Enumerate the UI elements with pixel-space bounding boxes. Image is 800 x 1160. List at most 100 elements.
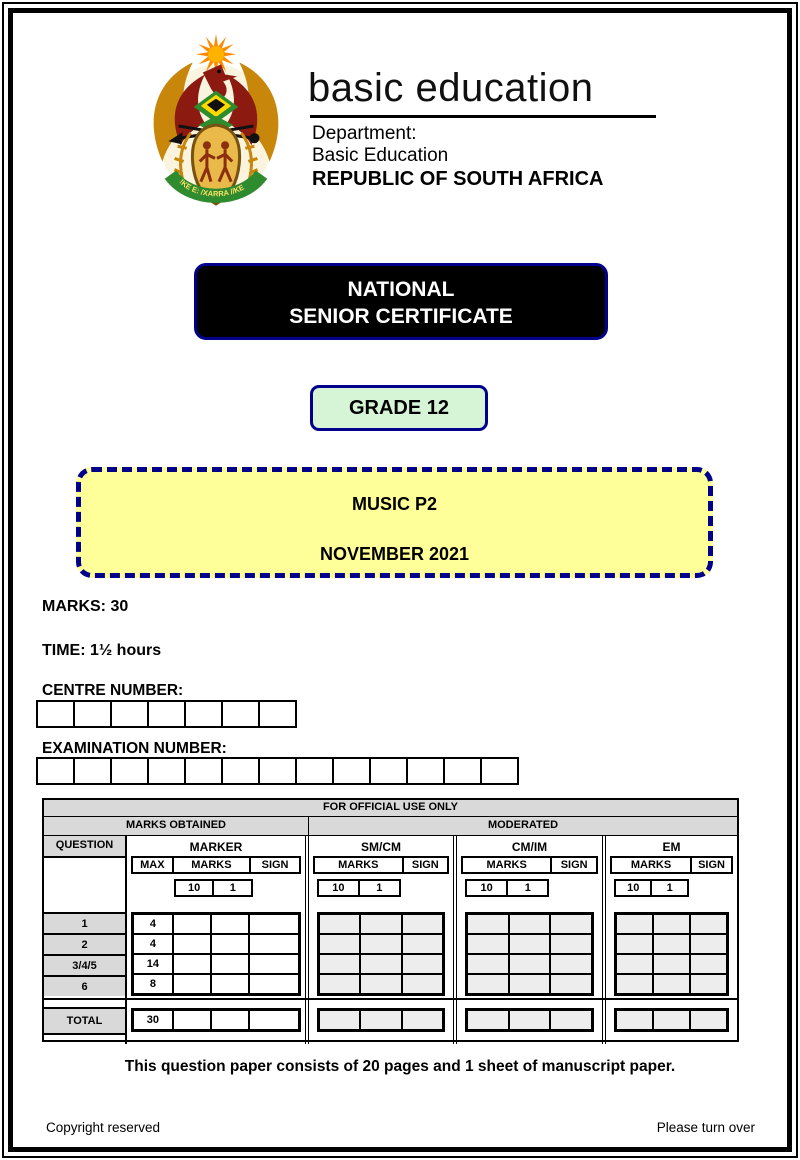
group-em-headers: MARKS SIGN (610, 856, 733, 874)
examination-number-cells (36, 757, 519, 785)
marker-grid: 4 4 14 8 (131, 912, 301, 996)
units-cell: 1 (650, 879, 689, 897)
total-sm-cm-grid (317, 1008, 445, 1032)
total-label-column: TOTAL (44, 1000, 127, 1044)
footer-row: Copyright reserved Please turn over (46, 1120, 755, 1135)
question-row-label: 2 (44, 933, 125, 954)
table-section-row: MARKS OBTAINED MODERATED (44, 817, 737, 836)
examination-number-cell[interactable] (295, 757, 334, 785)
blank-cell (467, 1010, 509, 1030)
country-line: REPUBLIC OF SOUTH AFRICA (312, 168, 604, 190)
group-sm-cm: SM/CM MARKS SIGN 10 1 (309, 836, 457, 998)
blank-cell (360, 934, 402, 954)
blank-cell (401, 934, 443, 954)
blank-cell (550, 974, 592, 994)
blank-cell (508, 934, 551, 954)
blank-cell (690, 1010, 727, 1030)
examination-number-cell[interactable] (332, 757, 371, 785)
blank-cell (211, 934, 250, 954)
blank-cell (319, 914, 361, 934)
max-value: 14 (133, 954, 173, 974)
blank-cell (360, 974, 402, 994)
blank-cell (211, 954, 250, 974)
group-em-title: EM (662, 840, 681, 854)
blank-cell (360, 954, 402, 974)
centre-number-cell[interactable] (36, 700, 75, 728)
group-marker: MARKER MAX MARKS SIGN 10 1 4 4 14 (127, 836, 309, 998)
tens-units-box: 10 1 (465, 879, 550, 897)
marks-line: MARKS: 30 (42, 598, 129, 615)
blank-cell (172, 1010, 211, 1030)
blank-cell (172, 914, 211, 934)
blank-cell (616, 914, 653, 934)
blank-cell (508, 914, 551, 934)
question-labels: 1 2 3/4/5 6 (44, 912, 125, 996)
subject-banner: MUSIC P2 NOVEMBER 2021 (76, 467, 713, 578)
total-cm-im (457, 1000, 606, 1044)
tens-cell: 10 (614, 879, 653, 897)
centre-number-cell[interactable] (258, 700, 297, 728)
table-title: FOR OFFICIAL USE ONLY (44, 800, 737, 817)
centre-number-cell[interactable] (221, 700, 260, 728)
blank-cell (211, 914, 250, 934)
bird-head-icon (202, 64, 238, 101)
sign-header: SIGN (401, 856, 449, 874)
nsc-line2: SENIOR CERTIFICATE (289, 305, 513, 328)
total-cm-im-grid (465, 1008, 594, 1032)
group-em: EM MARKS SIGN 10 1 (606, 836, 737, 998)
group-sm-cm-headers: MARKS SIGN (313, 856, 449, 874)
examination-number-cell[interactable] (184, 757, 223, 785)
centre-number-cell[interactable] (184, 700, 223, 728)
examination-number-cell[interactable] (221, 757, 260, 785)
blank-cell (653, 974, 690, 994)
examination-number-cell[interactable] (406, 757, 445, 785)
examination-number-cell[interactable] (36, 757, 75, 785)
dept-line2: Basic Education (312, 145, 449, 166)
grade-banner: GRADE 12 (310, 385, 488, 431)
total-row: TOTAL 30 (44, 1000, 737, 1044)
centre-number-cells (36, 700, 297, 728)
brand-underline (310, 115, 656, 118)
group-marker-title: MARKER (189, 840, 243, 854)
blank-cell (249, 954, 299, 974)
examination-number-cell[interactable] (258, 757, 297, 785)
tens-cell: 10 (317, 879, 360, 897)
total-label: TOTAL (44, 1007, 125, 1035)
examination-number-cell[interactable] (443, 757, 482, 785)
sign-header: SIGN (690, 856, 733, 874)
marks-obtained-header: MARKS OBTAINED (44, 817, 309, 835)
blank-cell (690, 914, 727, 934)
moderated-header: MODERATED (487, 819, 559, 831)
total-marker-grid: 30 (131, 1008, 301, 1032)
examination-number-cell[interactable] (110, 757, 149, 785)
examination-number-cell[interactable] (369, 757, 408, 785)
blank-cell (360, 1010, 402, 1030)
blank-cell (690, 954, 727, 974)
blank-cell (211, 1010, 250, 1030)
blank-cell (249, 914, 299, 934)
max-value: 4 (133, 934, 173, 954)
time-line: TIME: 1½ hours (42, 642, 162, 659)
page-count-note: This question paper consists of 20 pages… (124, 1058, 676, 1075)
centre-number-cell[interactable] (110, 700, 149, 728)
blank-cell (249, 974, 299, 994)
sm-cm-grid (317, 912, 445, 996)
centre-number-cell[interactable] (73, 700, 112, 728)
max-value: 8 (133, 974, 173, 994)
question-header: QUESTION (44, 836, 125, 858)
centre-number-cell[interactable] (147, 700, 186, 728)
table-body: QUESTION 1 2 3/4/5 6 MARKER MAX MARKS SI… (44, 836, 737, 1000)
blank-cell (249, 934, 299, 954)
examination-number-cell[interactable] (480, 757, 519, 785)
blank-cell (616, 974, 653, 994)
group-cm-im-headers: MARKS SIGN (461, 856, 598, 874)
tens-cell: 10 (173, 879, 215, 897)
blank-cell (616, 954, 653, 974)
total-em-grid (614, 1008, 729, 1032)
blank-cell (616, 934, 653, 954)
examination-number-cell[interactable] (73, 757, 112, 785)
examination-number-cell[interactable] (147, 757, 186, 785)
coat-of-arms-logo: !KE E: /XARRA //KE (153, 34, 279, 206)
group-marker-headers: MAX MARKS SIGN (131, 856, 301, 874)
marks-header: MARKS (171, 856, 252, 874)
